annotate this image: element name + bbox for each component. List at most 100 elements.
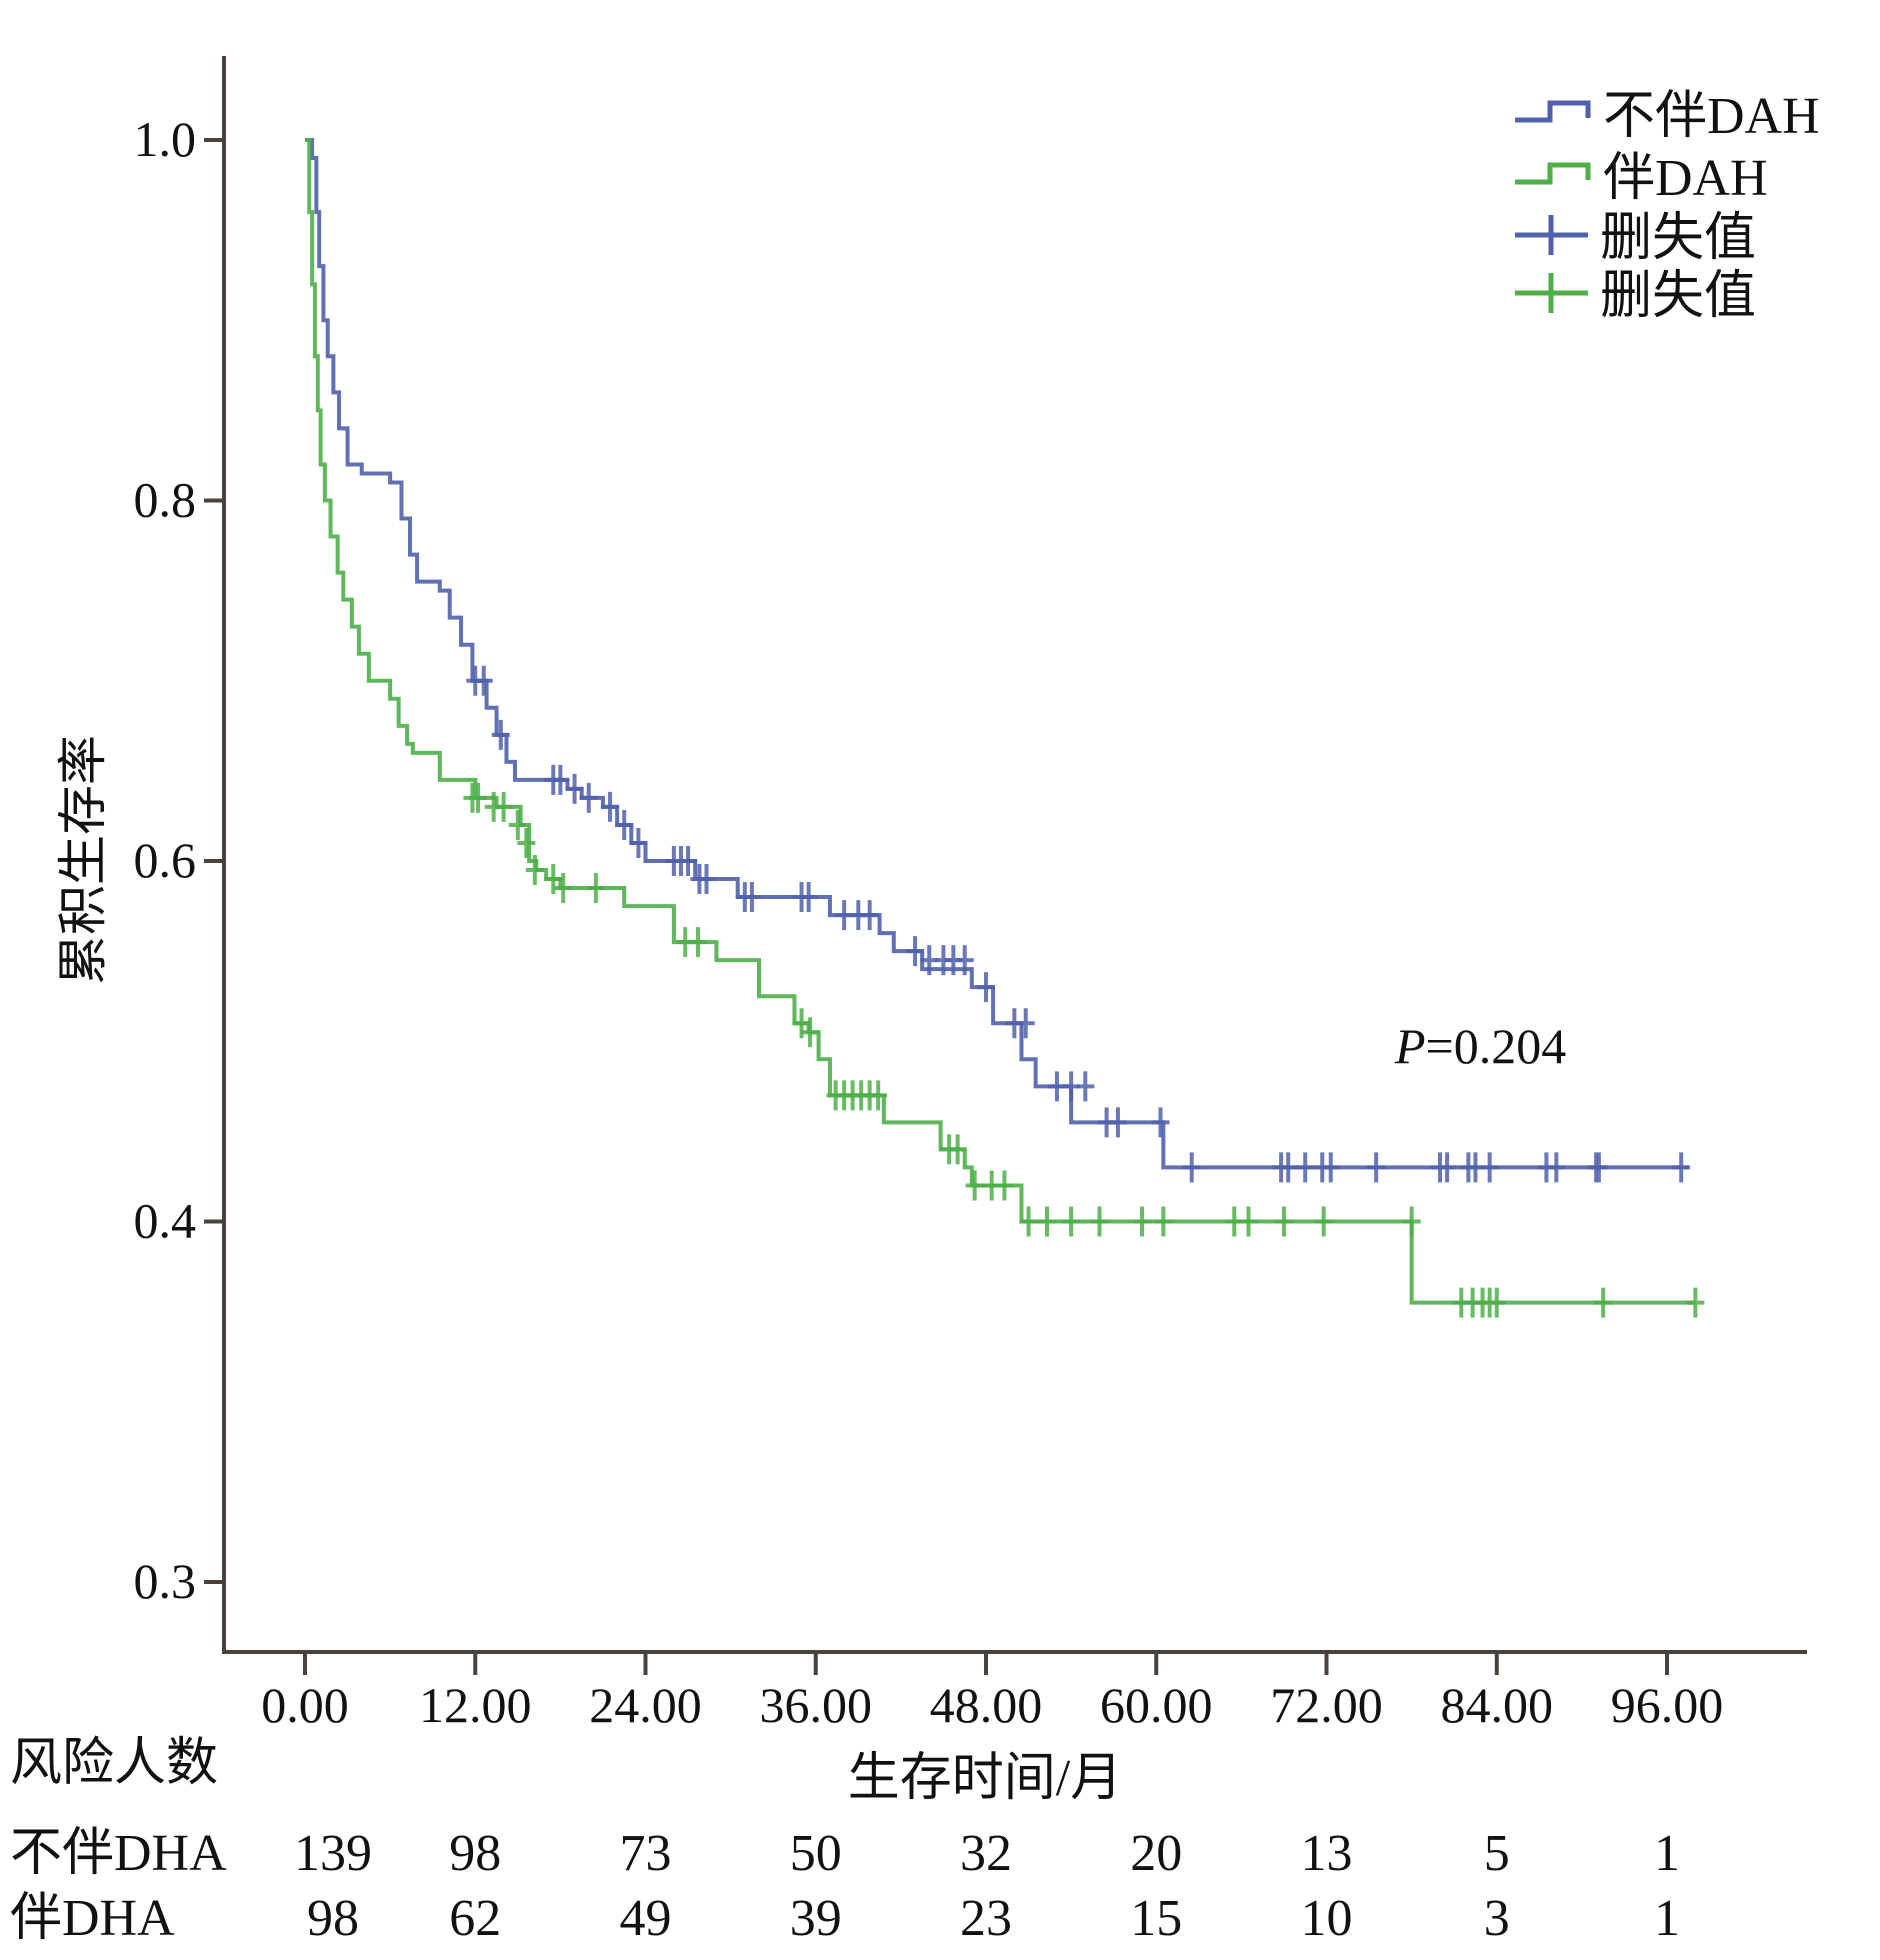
censor-mark — [1182, 1152, 1201, 1183]
censor-mark — [551, 764, 570, 795]
censor-mark — [554, 873, 573, 904]
censor-mark — [579, 782, 598, 813]
censor-mark — [565, 773, 584, 804]
risk-value: 32 — [960, 1825, 1012, 1882]
risk-value: 15 — [1130, 1890, 1182, 1947]
risk-value: 5 — [1484, 1825, 1510, 1882]
censor-mark — [1480, 1152, 1499, 1183]
y-tick-label: 0.4 — [134, 1193, 197, 1249]
censor-mark — [1108, 1107, 1127, 1138]
censor-mark — [1589, 1152, 1608, 1183]
risk-values: 139 98 73 50 32 20 13 5 1 98 62 49 39 23 15 10 3 1 — [294, 1825, 1680, 1947]
censor-mark — [697, 864, 716, 895]
censor-mark — [1062, 1206, 1081, 1237]
legend-step-icon-green — [1515, 162, 1591, 185]
risk-value: 3 — [1484, 1890, 1510, 1947]
risk-value: 1 — [1654, 1890, 1680, 1947]
censor-mark — [1133, 1206, 1152, 1237]
censor-mark — [1038, 1206, 1057, 1237]
risk-value: 62 — [449, 1890, 501, 1947]
censor-mark — [948, 1134, 967, 1165]
legend-item-censor-green: 删失值 — [1515, 268, 1756, 325]
censor-mark — [629, 827, 648, 858]
series-line-no-dah — [305, 138, 1689, 1170]
p-symbol: P — [1394, 1018, 1426, 1074]
x-axis-label: 生存时间/月 — [848, 1750, 1122, 1807]
risk-value: 50 — [790, 1825, 842, 1882]
censor-mark — [615, 809, 634, 840]
censor-mark — [1019, 1206, 1038, 1237]
risk-value: 98 — [307, 1890, 359, 1947]
censor-mark — [1547, 1152, 1566, 1183]
risk-table-title: 风险人数 — [10, 1735, 218, 1792]
x-tick-label: 84.00 — [1441, 1677, 1554, 1733]
censor-mark — [1367, 1152, 1386, 1183]
series-line-dah — [305, 138, 1696, 1305]
censor-mark — [1154, 1206, 1173, 1237]
censor-mark — [1239, 1206, 1258, 1237]
censor-mark — [869, 1080, 888, 1111]
p-value-annotation: P=0.204 — [1394, 1018, 1566, 1074]
censor-mark — [586, 873, 605, 904]
censor-mark — [601, 791, 620, 822]
censor-mark — [474, 665, 493, 696]
risk-value: 49 — [620, 1890, 672, 1947]
censor-mark — [1314, 1206, 1333, 1237]
y-tick-label: 1.0 — [134, 111, 197, 167]
censor-mark — [1487, 1287, 1506, 1318]
censor-mark — [1090, 1206, 1109, 1237]
risk-value: 1 — [1654, 1825, 1680, 1882]
y-tick-label: 0.3 — [134, 1553, 197, 1609]
censor-mark — [1076, 1071, 1095, 1102]
censor-mark — [494, 791, 513, 822]
censor-mark — [1672, 1152, 1691, 1183]
risk-value: 98 — [449, 1825, 501, 1882]
y-tick-label: 0.6 — [134, 832, 197, 888]
x-tick-label: 96.00 — [1611, 1677, 1724, 1733]
risk-table: 风险人数 不伴DHA 伴DHA 139 98 73 50 32 20 13 5 198 62 49 3… — [10, 1735, 1680, 1947]
censor-mark — [799, 882, 818, 913]
risk-row-label-no-dha: 不伴DHA — [10, 1825, 227, 1882]
x-tick-label: 12.00 — [419, 1677, 532, 1733]
p-value-text: =0.204 — [1426, 1018, 1567, 1074]
censor-mark — [525, 855, 544, 886]
risk-value: 39 — [790, 1890, 842, 1947]
legend-censor-icon-green — [1515, 273, 1588, 313]
censor-mark — [1151, 1107, 1170, 1138]
censor-mark — [742, 882, 761, 913]
risk-value: 23 — [960, 1890, 1012, 1947]
censor-mark — [977, 972, 995, 1003]
legend-step-icon-blue — [1515, 100, 1591, 123]
y-ticks: 1.0 0.8 0.6 0.4 0.3 — [134, 111, 224, 1609]
legend-item-censor-blue: 删失值 — [1515, 210, 1756, 267]
censor-mark — [1279, 1152, 1298, 1183]
censor-mark — [860, 900, 879, 931]
x-tick-label: 36.00 — [760, 1677, 873, 1733]
censor-mark — [1016, 1008, 1035, 1039]
legend-label-censor-green: 删失值 — [1600, 268, 1756, 325]
censor-mark — [1296, 1152, 1315, 1183]
legend-label-no-dah: 不伴DAH — [1603, 88, 1820, 145]
censor-mark — [679, 846, 698, 876]
y-tick-label: 0.8 — [134, 472, 197, 528]
x-tick-label: 72.00 — [1270, 1677, 1383, 1733]
censor-mark — [955, 945, 974, 976]
censor-mark — [508, 809, 527, 840]
x-tick-label: 48.00 — [930, 1677, 1043, 1733]
censor-mark — [469, 782, 488, 813]
censor-mark — [906, 936, 925, 967]
censor-mark — [995, 1170, 1014, 1201]
legend-item-no-dah: 不伴DAH — [1515, 88, 1820, 145]
legend-item-dah: 伴DAH — [1515, 150, 1768, 207]
censor-mark — [688, 927, 707, 958]
risk-value: 139 — [294, 1825, 372, 1882]
censor-mark — [1274, 1206, 1293, 1237]
x-ticks: 0.00 12.00 24.00 36.00 48.00 60.00 72.00 84.00 9… — [261, 1652, 1723, 1733]
censor-mark — [544, 864, 563, 895]
risk-value: 20 — [1130, 1825, 1182, 1882]
x-tick-label: 0.00 — [261, 1677, 349, 1733]
censor-mark — [1686, 1287, 1705, 1318]
legend-label-dah: 伴DAH — [1603, 150, 1768, 207]
censor-mark — [1402, 1206, 1421, 1237]
